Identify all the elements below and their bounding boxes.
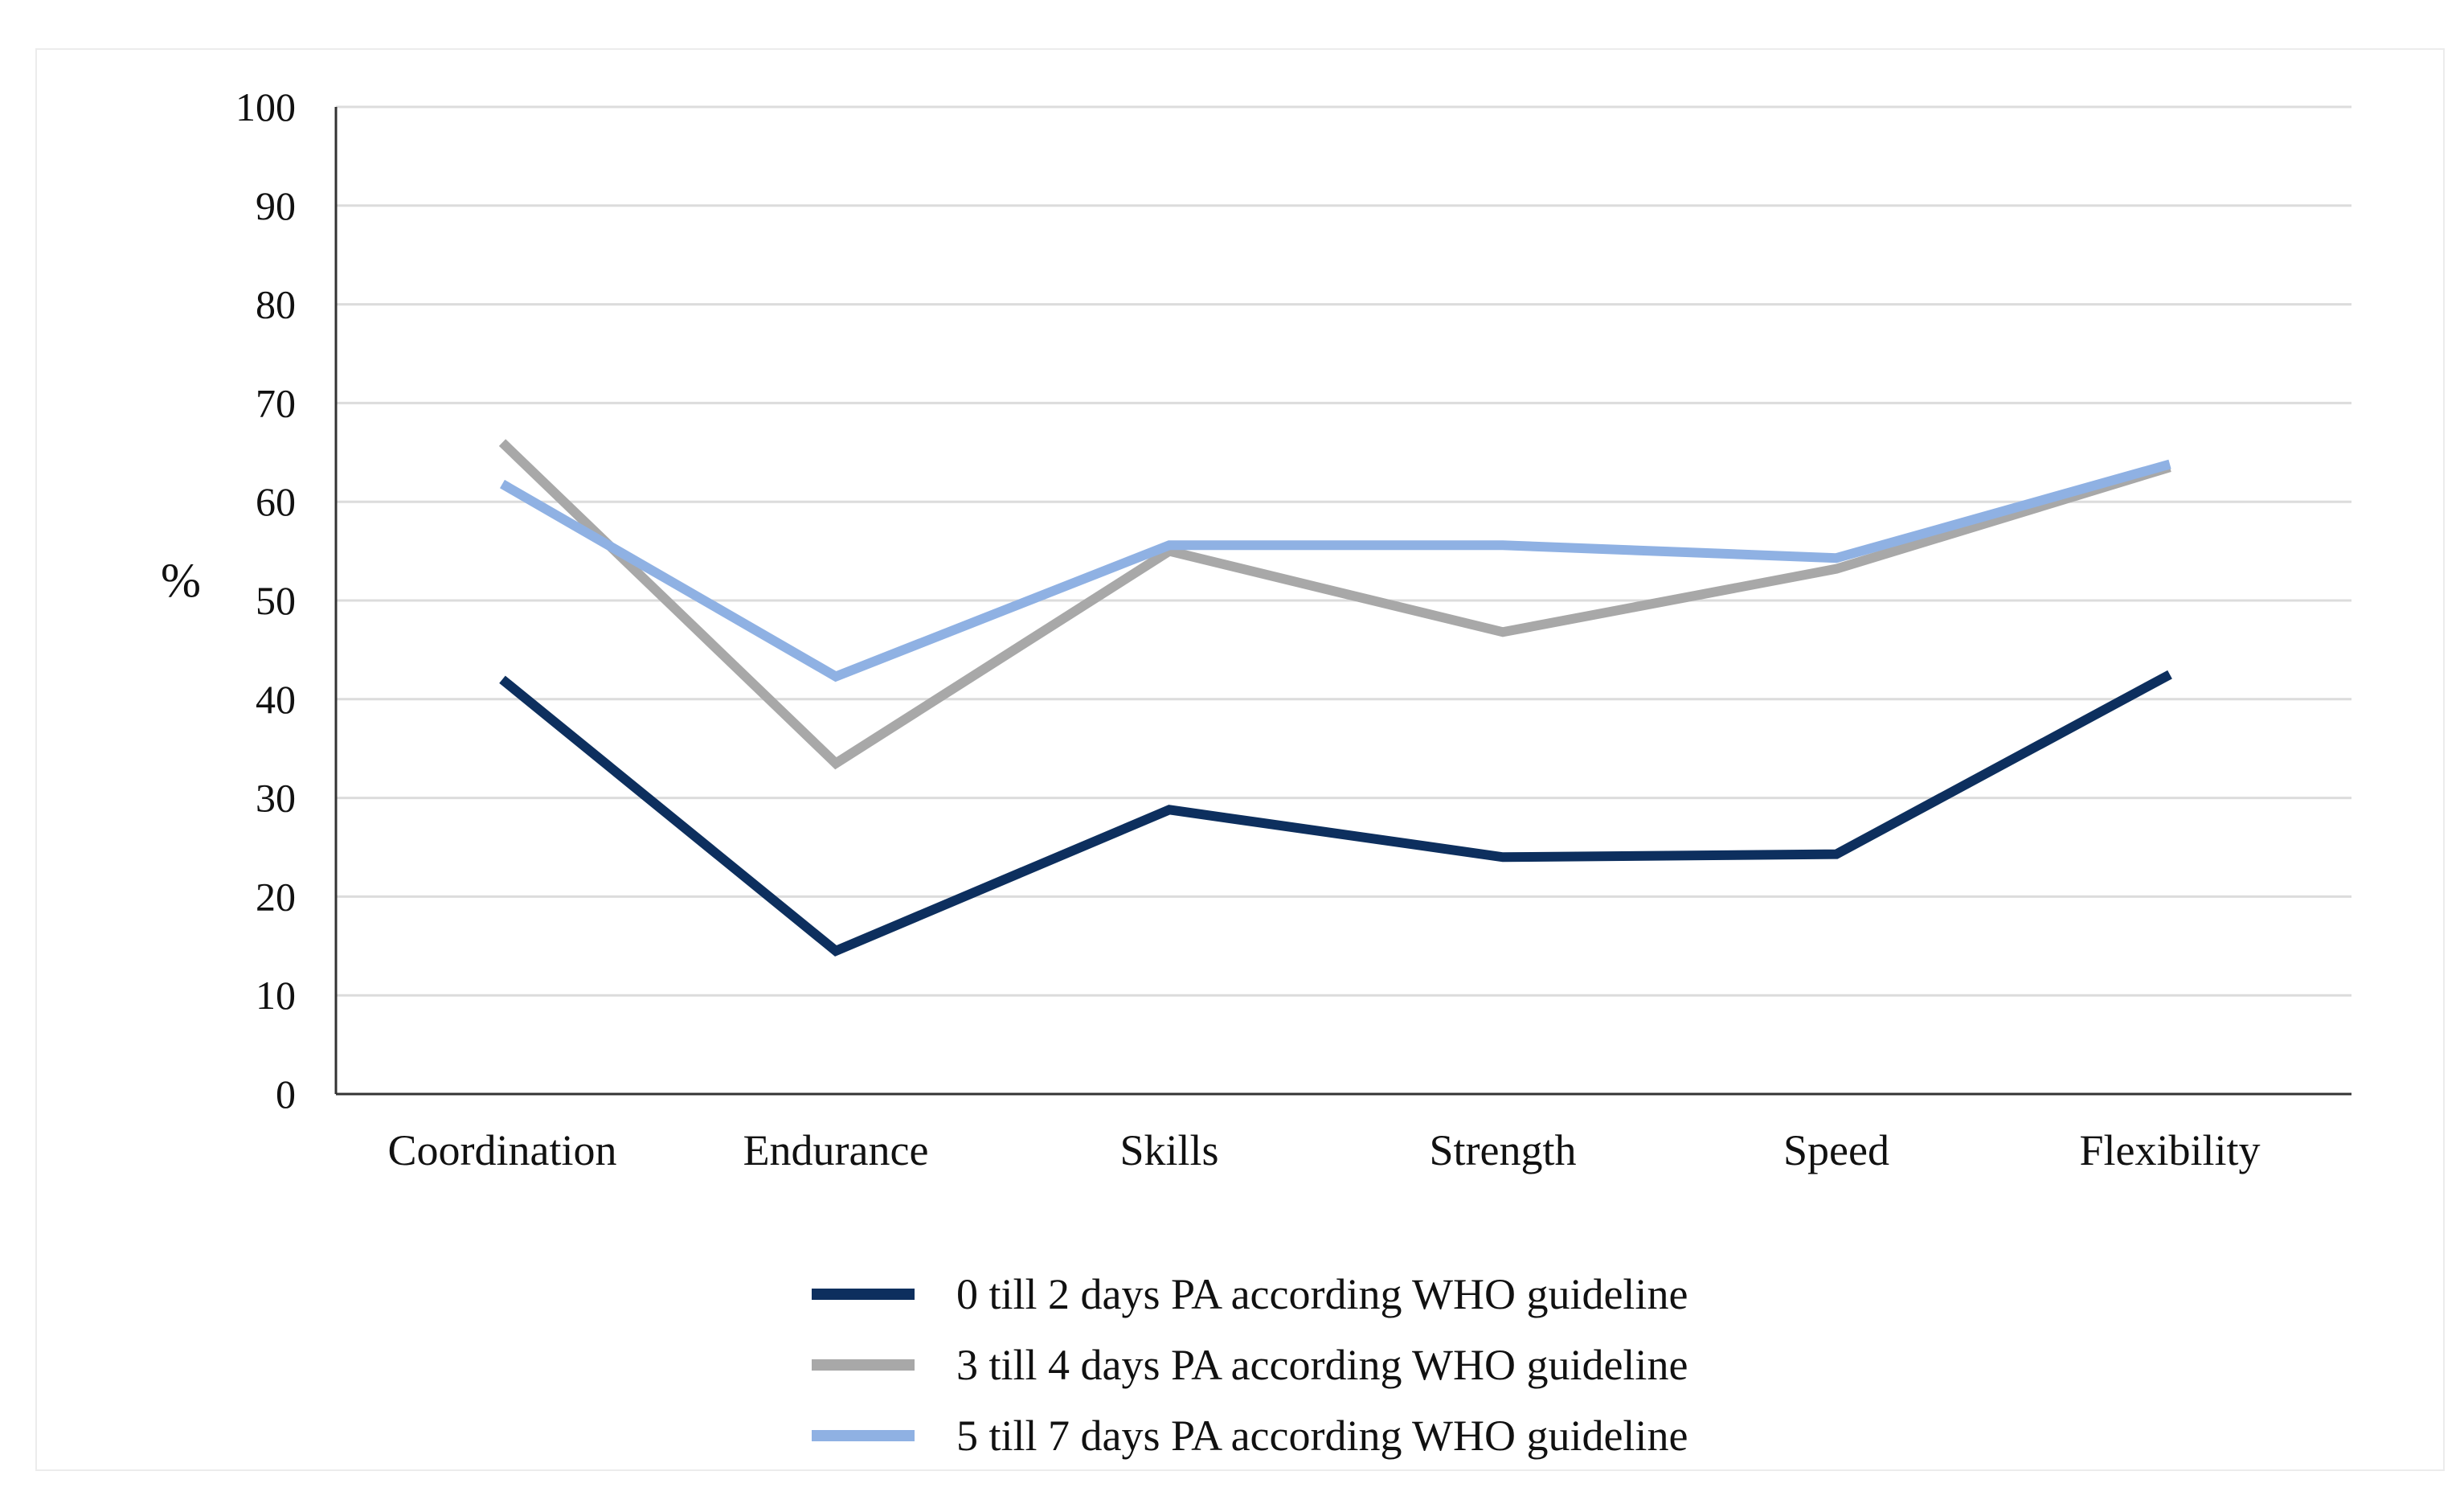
y-tick-label: 10 <box>256 973 296 1018</box>
series-1-point <box>2169 674 2171 675</box>
series-lines <box>498 439 2172 957</box>
series-1-point <box>1502 856 1504 858</box>
y-tick-labels: 0 10 20 30 40 50 60 70 80 90 100 <box>235 84 296 1117</box>
axes <box>334 107 2351 1096</box>
y-tick-label: 100 <box>235 84 296 129</box>
y-tick-label: 90 <box>256 183 296 228</box>
y-tick-label: 0 <box>276 1072 296 1117</box>
series-3-point <box>1169 544 1170 546</box>
y-tick-label: 30 <box>256 776 296 821</box>
y-tick-label: 80 <box>256 282 296 327</box>
legend-label-3: 5 till 7 days PA according WHO guideline <box>956 1412 1688 1460</box>
series-1-point <box>501 678 503 680</box>
series-1-point <box>835 950 837 952</box>
legend-label-1: 0 till 2 days PA according WHO guideline <box>956 1270 1688 1318</box>
series-line-1 <box>499 670 2172 957</box>
series-3-point <box>835 676 837 678</box>
y-tick-label: 40 <box>256 677 296 722</box>
x-category-label: Coordination <box>388 1126 617 1174</box>
y-axis-title: % <box>161 554 201 607</box>
legend-label-2: 3 till 4 days PA according WHO guideline <box>956 1341 1688 1389</box>
series-2-point <box>1836 568 1837 570</box>
series-2-point <box>835 763 837 764</box>
x-category-label: Strength <box>1430 1126 1577 1174</box>
x-category-label: Speed <box>1783 1126 1889 1174</box>
legend: 0 till 2 days PA according WHO guideline… <box>812 1270 1688 1460</box>
x-tick-labels: Coordination Endurance Skills Strength Speed… <box>388 1126 2261 1174</box>
x-category-label: Skills <box>1119 1126 1218 1174</box>
series-1-point <box>1169 809 1170 810</box>
y-tick-label: 20 <box>256 874 296 919</box>
y-tick-label: 60 <box>256 479 296 524</box>
gridlines <box>336 105 2351 997</box>
series-line-2 <box>498 439 2171 770</box>
chart-frame <box>35 48 2445 1471</box>
y-tick-label: 70 <box>256 380 296 425</box>
x-category-label: Flexibility <box>2079 1126 2260 1174</box>
series-3-point <box>1836 557 1837 559</box>
x-category-label: Endurance <box>743 1126 929 1174</box>
series-3-point <box>501 483 503 485</box>
series-3-point <box>2169 464 2171 465</box>
series-1-point <box>1836 854 1837 855</box>
series-2-point <box>501 442 503 444</box>
series-line-3 <box>500 459 2171 682</box>
series-2-point <box>1502 631 1504 633</box>
series-3-point <box>1502 544 1504 546</box>
y-tick-label: 50 <box>256 578 296 623</box>
